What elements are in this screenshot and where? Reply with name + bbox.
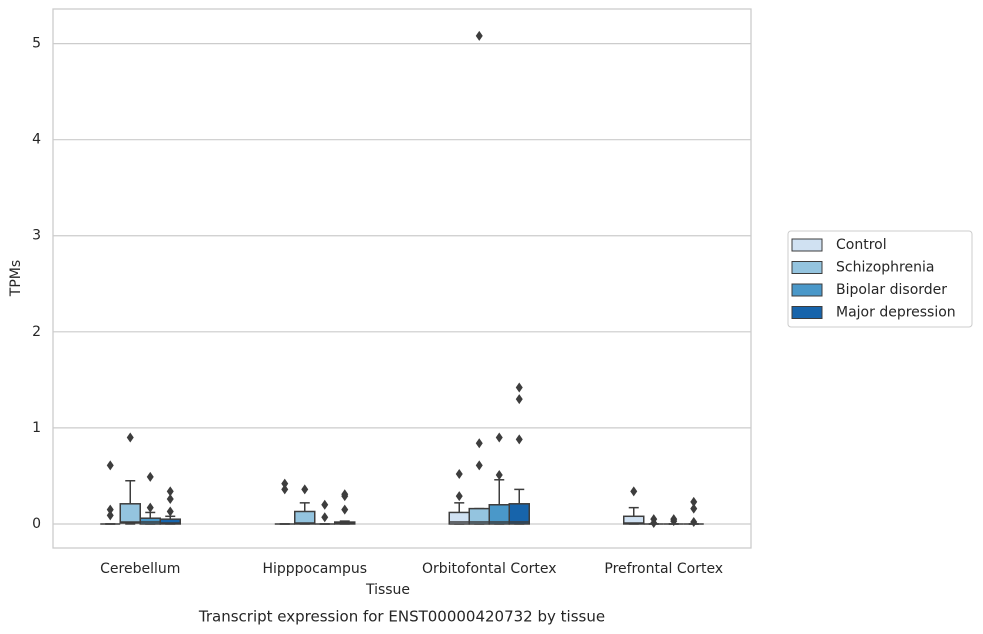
y-axis-label: TPMs [8,260,24,297]
legend-swatch [791,306,823,319]
outlier [126,432,134,443]
outlier [670,516,678,527]
y-tick-label: 1 [32,420,41,436]
box [623,515,645,525]
caption: Transcript expression for ENST0000042073… [198,608,605,626]
outlier [106,504,114,515]
legend-label: Major depression [836,305,956,321]
outlier [690,503,698,514]
outlier [495,432,503,443]
x-tick-label: Orbitofontal Cortex [422,561,557,577]
y-tick-label: 0 [32,516,41,532]
outlier [455,469,463,480]
outlier [475,30,483,41]
x-tick-label: Prefrontal Cortex [604,561,723,577]
box [119,503,141,524]
outlier [166,486,174,497]
box [139,517,161,525]
outlier [630,486,638,497]
legend-swatch [791,238,823,252]
plot-frame [52,8,752,549]
legend-swatch [791,283,823,297]
outlier [146,471,154,482]
x-tick-label: Hipppocampus [262,561,367,577]
outlier [281,478,289,489]
outlier [106,510,114,521]
outlier [106,460,114,471]
outlier [515,394,523,405]
legend-label: Schizophrenia [836,260,934,276]
outlier [650,518,658,529]
y-tick-label: 2 [32,324,41,340]
legend-frame [787,230,973,328]
outlier [515,434,523,445]
outlier [475,438,483,449]
outlier [455,491,463,502]
y-tick-label: 3 [32,228,41,244]
y-tick-label: 5 [32,36,41,52]
legend-swatch [791,261,823,274]
y-tick-label: 4 [32,132,41,148]
box [159,518,181,525]
outlier [321,512,329,523]
outlier [341,504,349,515]
outlier [321,499,329,510]
x-axis-label: Tissue [365,582,410,598]
box [488,504,510,525]
outlier [301,484,309,495]
outlier [690,517,698,528]
outlier [515,382,523,393]
box [508,503,530,525]
box [294,510,316,525]
outlier [166,506,174,517]
outlier [495,469,503,480]
outlier [281,484,289,495]
outlier [690,496,698,507]
legend-label: Bipolar disorder [836,282,947,298]
outlier [475,460,483,471]
outlier [166,494,174,504]
x-tick-label: Cerebellum [100,561,180,577]
outlier [146,502,154,513]
legend-label: Control [836,237,887,253]
outlier [341,491,349,502]
